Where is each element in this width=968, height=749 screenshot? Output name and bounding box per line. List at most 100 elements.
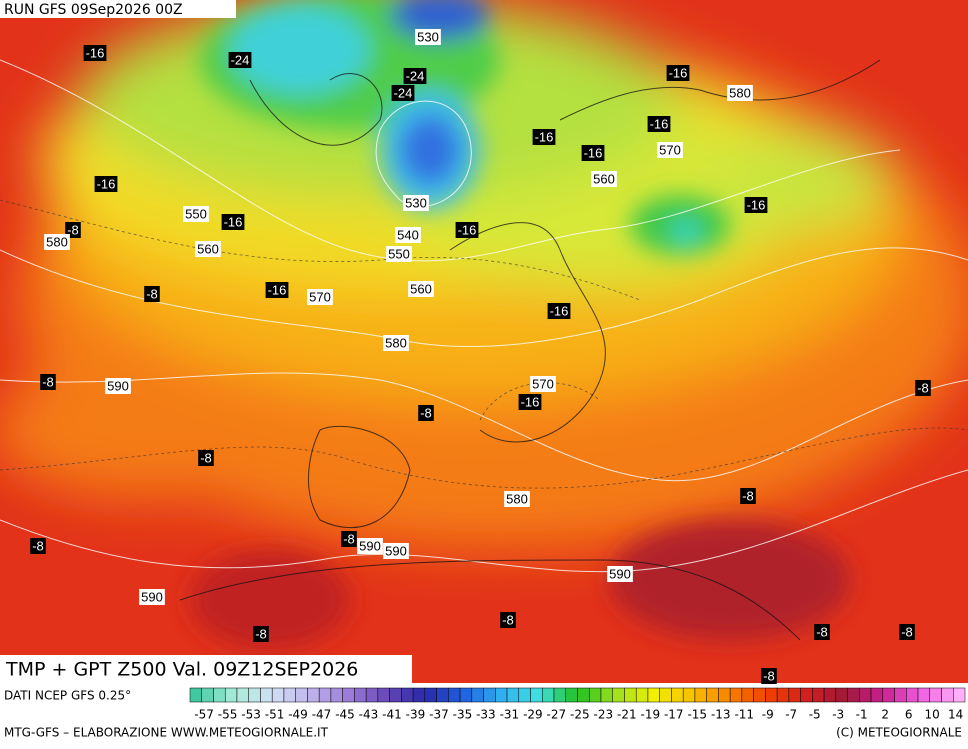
height-label: 590	[383, 543, 409, 559]
temperature-label: -16	[83, 45, 107, 61]
scale-label: -51	[265, 708, 285, 722]
scale-swatch	[283, 687, 296, 703]
scale-swatch	[542, 687, 555, 703]
scale-label: -37	[429, 708, 449, 722]
label-bg	[455, 222, 479, 238]
map-title: TMP + GPT Z500 Val. 09Z12SEP2026	[5, 659, 358, 681]
scale-label: -23	[594, 708, 614, 722]
label-bg	[418, 405, 434, 421]
scale-label: 6	[905, 708, 913, 722]
height-value: 560	[593, 171, 615, 186]
temperature-value: -8	[67, 222, 79, 237]
map-field	[0, 0, 968, 683]
scale-swatch	[588, 687, 602, 703]
temperature-label: -8	[253, 626, 269, 642]
scale-swatch	[471, 687, 484, 703]
height-value: 590	[359, 538, 381, 553]
scale-label: -5	[809, 708, 821, 722]
temperature-label: -16	[265, 282, 289, 298]
scale-swatch	[682, 687, 696, 703]
scale-swatch	[941, 687, 954, 703]
temperature-value: -8	[146, 286, 158, 301]
scale-swatch	[389, 687, 402, 703]
scale-swatch	[189, 687, 202, 703]
label-bg	[144, 286, 160, 302]
title-box	[0, 655, 412, 683]
scale-swatch	[906, 687, 919, 703]
label-bg	[105, 378, 131, 394]
height-value: 590	[385, 543, 407, 558]
height-value: 550	[388, 246, 410, 261]
scale-swatch	[624, 687, 637, 703]
label-bg	[657, 142, 683, 158]
scale-label: -1	[856, 708, 868, 722]
scale-swatch	[553, 687, 567, 703]
height-value: 580	[46, 234, 68, 249]
height-value: 530	[417, 29, 439, 44]
label-bg	[94, 176, 118, 192]
scale-label: -31	[500, 708, 520, 722]
height-label: 570	[657, 142, 683, 158]
temperature-value: -8	[420, 405, 432, 420]
temperature-label: -16	[221, 214, 245, 230]
height-label: 560	[195, 241, 221, 257]
temperature-value: -16	[584, 145, 603, 160]
height-label: 580	[44, 234, 70, 250]
scale-label: -43	[359, 708, 379, 722]
temperature-label: -16	[94, 176, 118, 192]
temperature-value: -16	[650, 116, 669, 131]
height-value: 590	[609, 566, 631, 581]
height-value: 530	[405, 195, 427, 210]
scale-swatch	[495, 687, 508, 703]
height-label: 530	[415, 29, 441, 45]
temperature-value: -8	[42, 374, 54, 389]
label-bg	[915, 380, 931, 396]
temperature-label: -16	[581, 145, 605, 161]
temperature-label: -24	[403, 68, 427, 84]
height-label: 590	[139, 589, 165, 605]
footer-left: MTG-GFS – ELABORAZIONE WWW.METEOGIORNALE…	[4, 726, 329, 740]
label-bg	[408, 281, 434, 297]
scale-swatch	[718, 687, 731, 703]
temperature-label: -16	[532, 129, 556, 145]
height-label: 560	[591, 171, 617, 187]
temperature-value: -8	[200, 450, 212, 465]
label-bg	[899, 624, 915, 640]
scale-swatch	[483, 687, 496, 703]
scale-swatch	[424, 687, 437, 703]
scale-swatch	[201, 687, 214, 703]
label-bg	[607, 566, 633, 582]
temperature-label: -8	[30, 538, 46, 554]
temperature-value: -16	[268, 282, 287, 297]
scale-label: -9	[762, 708, 774, 722]
label-bg	[221, 214, 245, 230]
scale-swatch	[823, 687, 837, 703]
temperature-value: -8	[502, 612, 514, 627]
scale-swatch	[448, 687, 461, 703]
height-value: 580	[506, 491, 528, 506]
height-label: 580	[504, 491, 530, 507]
scale-label: -25	[570, 708, 590, 722]
scale-label: -57	[194, 708, 214, 722]
scale-swatch	[812, 687, 825, 703]
label-bg	[391, 85, 415, 101]
scale-swatch	[800, 687, 813, 703]
height-value: 560	[197, 241, 219, 256]
label-bg	[403, 68, 427, 84]
temperature-value: -16	[458, 222, 477, 237]
label-bg	[40, 374, 56, 390]
scale-swatch	[271, 687, 285, 703]
scale-label: -15	[687, 708, 707, 722]
scale-swatch	[307, 687, 320, 703]
scale-swatch	[929, 687, 942, 703]
label-bg	[403, 195, 429, 211]
temperature-value: -24	[394, 85, 413, 100]
label-bg	[591, 171, 617, 187]
temperature-value: -8	[816, 624, 828, 639]
temperature-label: -16	[455, 222, 479, 238]
temperature-value: -8	[917, 380, 929, 395]
scale-label: -13	[711, 708, 731, 722]
label-bg	[383, 335, 409, 351]
temperature-label: -8	[198, 450, 214, 466]
scale-label: -11	[734, 708, 754, 722]
